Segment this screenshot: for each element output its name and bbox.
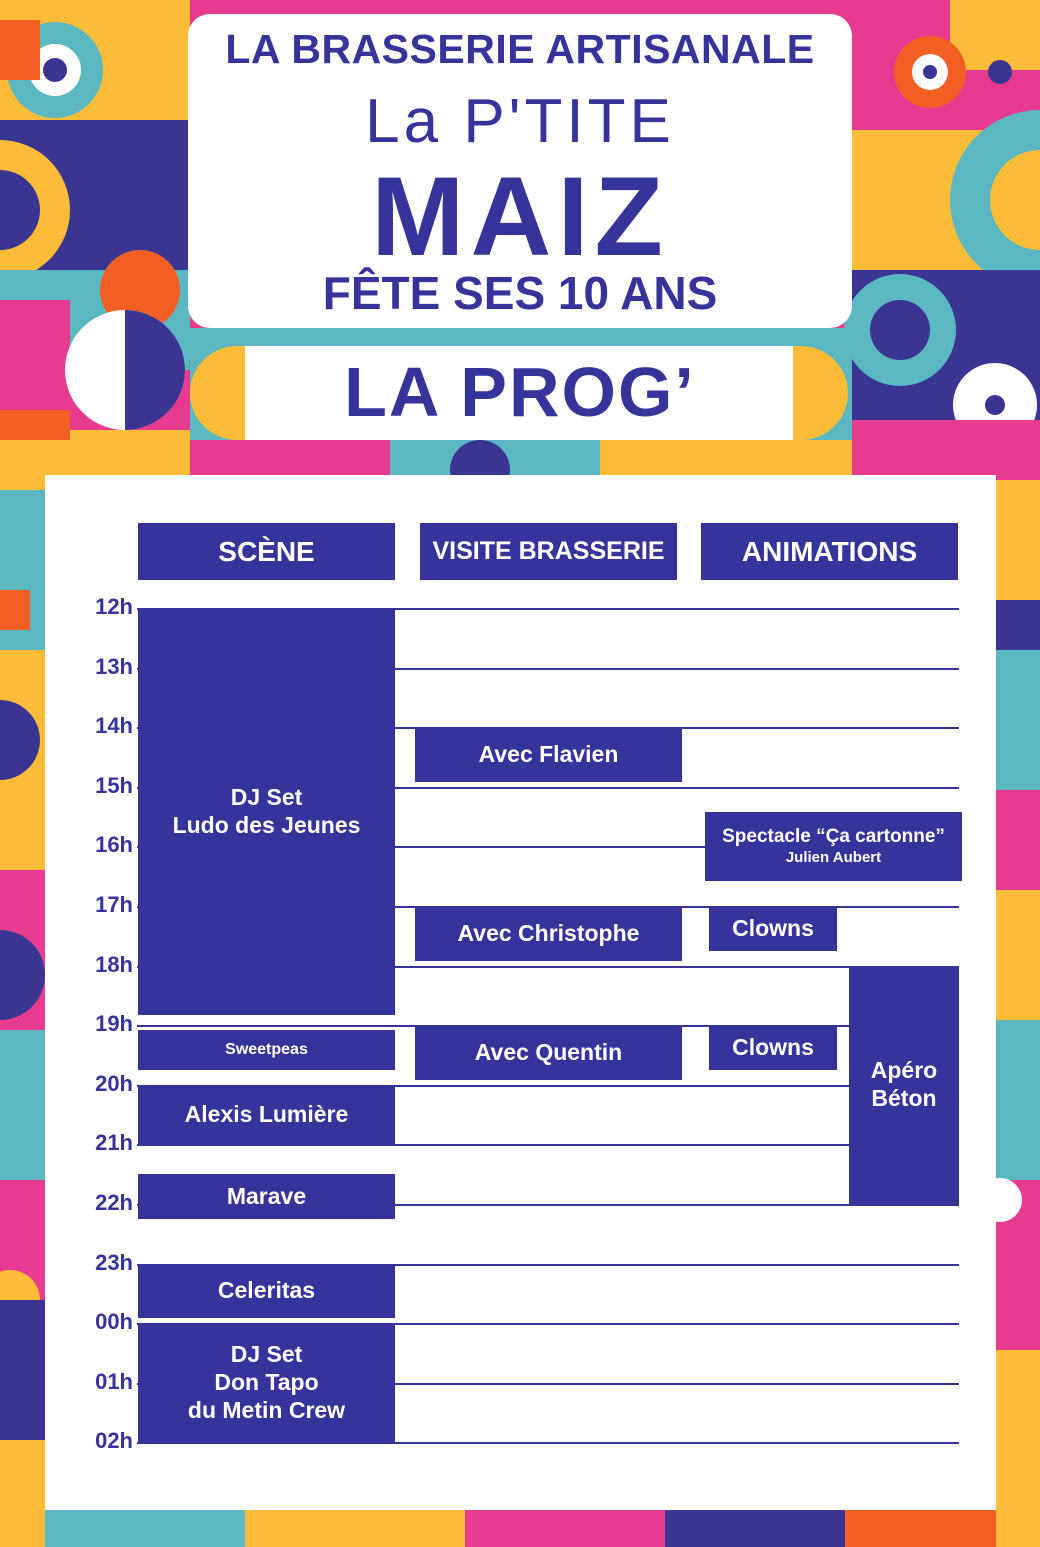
program-title-box — [245, 346, 793, 440]
hour-line — [137, 965, 959, 968]
event-label: DJ Set — [230, 1341, 303, 1368]
hour-label: 19h — [95, 1011, 133, 1037]
hour-label: 16h — [95, 832, 133, 858]
hour-label: 20h — [95, 1070, 133, 1096]
event-label: Clowns — [732, 914, 814, 941]
hour-label: 01h — [95, 1368, 133, 1394]
event-label: du Metin Crew — [187, 1396, 346, 1423]
visite-event: Avec Quentin — [415, 1025, 682, 1080]
event-label: DJ Set — [230, 784, 303, 811]
animation-event: Spectacle “Ça cartonne” Julien Aubert — [705, 811, 962, 882]
event-label: Avec Quentin — [474, 1038, 623, 1065]
animation-event: Clowns — [709, 906, 837, 951]
hour-line — [137, 1323, 959, 1326]
hour-line — [137, 1204, 959, 1206]
hour-label: 14h — [95, 713, 133, 739]
hour-line — [137, 1084, 959, 1087]
title-card: LA BRASSERIE ARTISANALE La P'TITE MAIZ F… — [188, 14, 852, 328]
animation-event: Apéro Béton — [849, 965, 959, 1204]
animation-event: Clowns — [709, 1025, 837, 1070]
event-label: Spectacle “Ça cartonne” — [722, 825, 945, 847]
hour-label: 12h — [95, 594, 133, 619]
event-label: Avec Flavien — [478, 740, 619, 767]
column-header-scene: SCÈNE — [138, 523, 395, 580]
event-label: Julien Aubert — [785, 848, 882, 866]
hour-label: 22h — [95, 1190, 133, 1215]
event-label: Avec Christophe — [457, 919, 640, 946]
hour-line — [137, 786, 959, 789]
hour-label: 02h — [95, 1428, 133, 1454]
event-label: Marave — [226, 1182, 307, 1209]
schedule-panel: SCÈNE VISITE BRASSERIE ANIMATIONS 12h 13h… — [45, 475, 996, 1510]
hour-label: 21h — [95, 1130, 133, 1156]
hour-label: 17h — [95, 892, 133, 917]
visite-event: Avec Christophe — [415, 906, 682, 961]
event-label: Don Tapo — [214, 1368, 319, 1395]
scene-event: DJ Set Ludo des Jeunes — [138, 608, 395, 1016]
hour-label: 13h — [95, 653, 133, 679]
hour-line — [137, 608, 959, 610]
hour-line — [137, 846, 959, 849]
hour-line — [137, 1263, 959, 1266]
hour-line — [137, 1442, 959, 1445]
column-header-animations: ANIMATIONS — [701, 523, 958, 580]
scene-event: Sweetpeas — [138, 1030, 395, 1070]
brand-logo-small-text: La P'TITE — [365, 87, 675, 156]
poster-subheadline: FÊTE SES 10 ANS — [322, 267, 718, 319]
event-label: Alexis Lumière — [184, 1100, 349, 1127]
scene-event: Celeritas — [138, 1263, 395, 1319]
event-label: Béton — [871, 1084, 937, 1111]
hour-line — [137, 1144, 959, 1147]
event-label: Apéro — [870, 1057, 938, 1084]
poster-headline: LA BRASSERIE ARTISANALE — [225, 26, 815, 72]
hour-label: 00h — [95, 1309, 133, 1335]
hour-label: 15h — [95, 772, 133, 798]
hour-label: 18h — [95, 951, 133, 977]
hour-line — [137, 1382, 959, 1385]
event-label: Celeritas — [217, 1277, 316, 1304]
visite-event: Avec Flavien — [415, 727, 682, 782]
column-header-visite: VISITE BRASSERIE — [420, 523, 677, 580]
scene-event: Alexis Lumière — [138, 1084, 395, 1145]
event-label: Sweetpeas — [225, 1041, 308, 1059]
event-label: Clowns — [732, 1033, 814, 1060]
hour-label: 23h — [95, 1249, 133, 1275]
brand-logo-wordmark: MAIZ — [371, 154, 669, 279]
program-title: LA PROG’ — [344, 353, 696, 431]
scene-event: DJ Set Don Tapo du Metin Crew — [138, 1323, 395, 1443]
event-label: Ludo des Jeunes — [172, 811, 361, 838]
scene-event: Marave — [138, 1174, 395, 1219]
hour-line — [137, 667, 959, 670]
